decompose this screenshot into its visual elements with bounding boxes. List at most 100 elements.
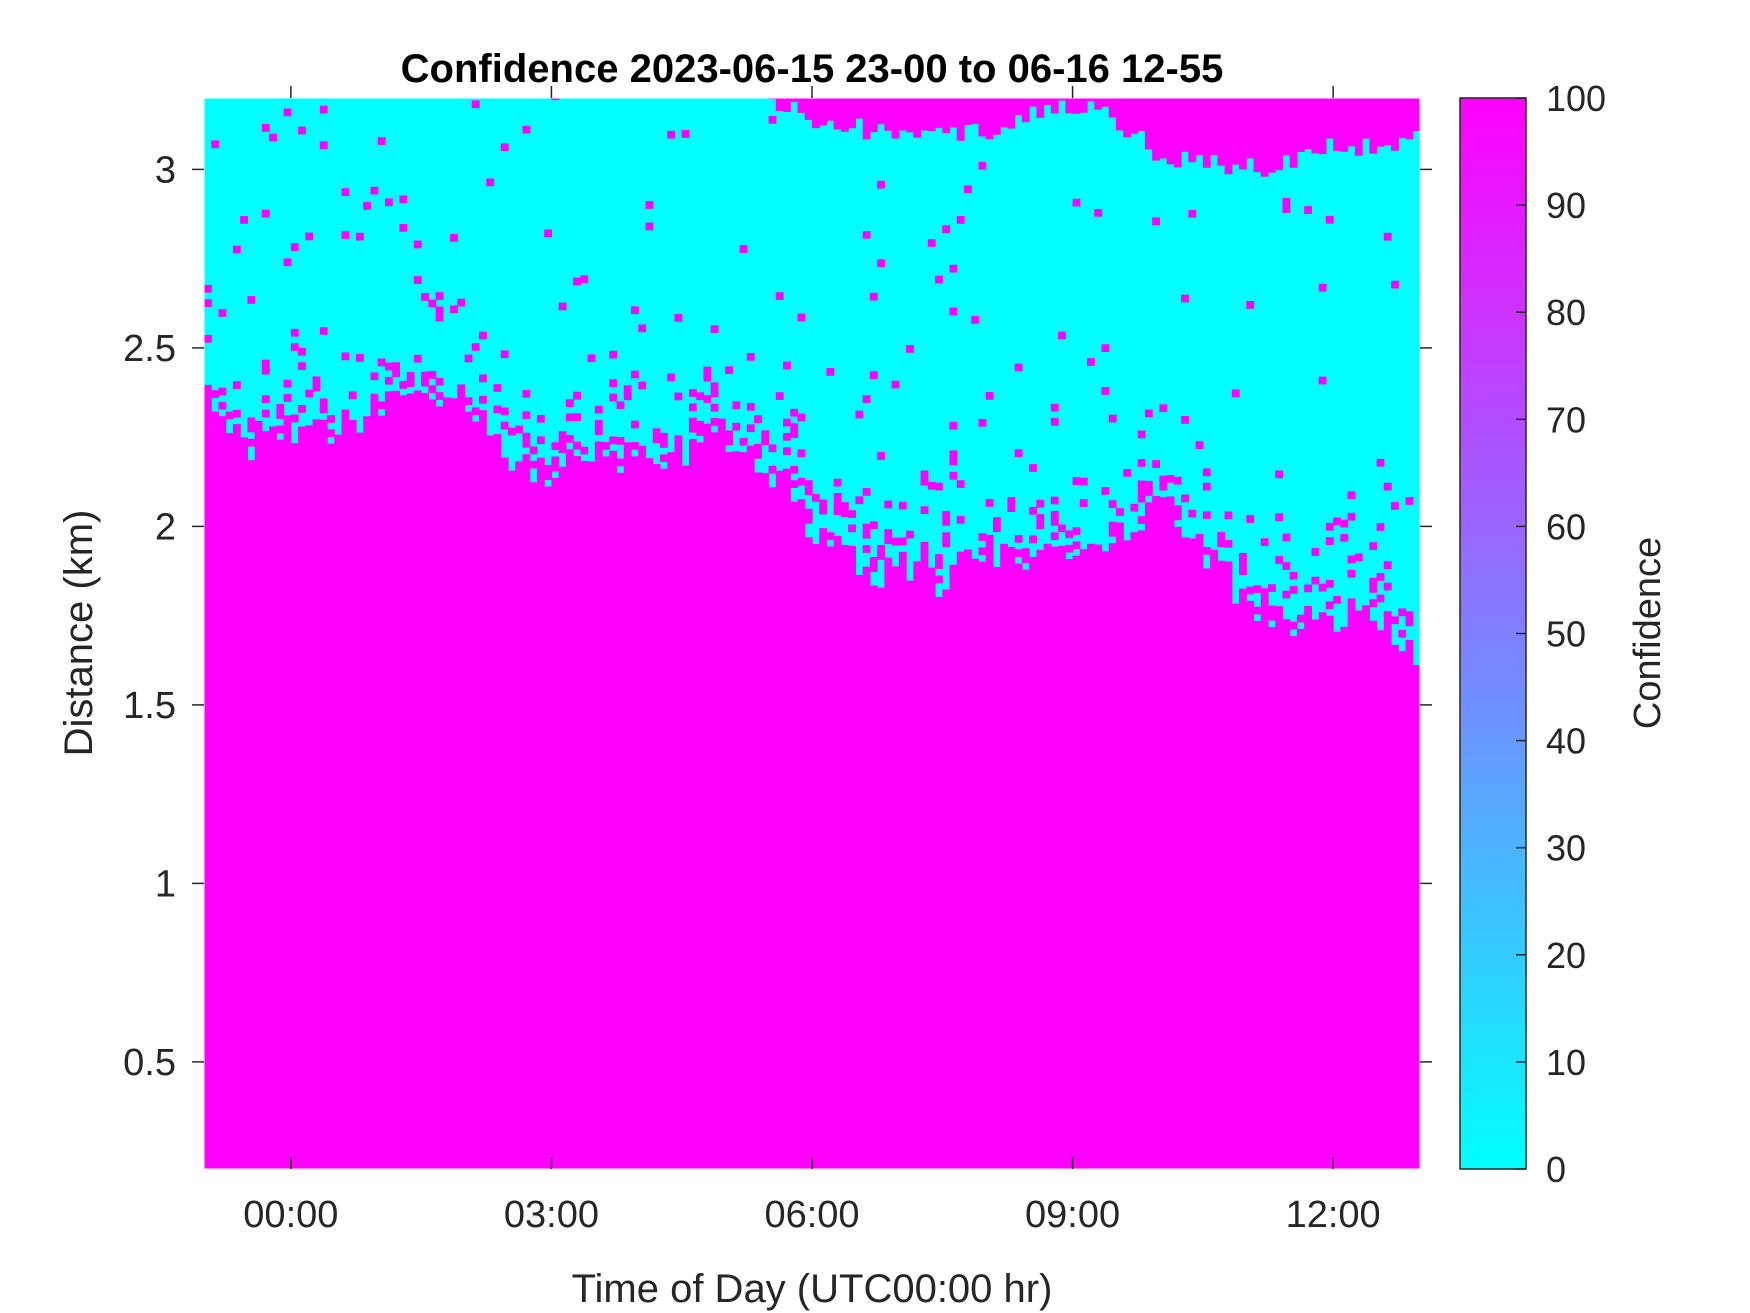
heatmap-column xyxy=(1210,549,1218,1169)
y-axis-label: Distance (km) xyxy=(57,510,101,757)
heatmap-column xyxy=(1268,627,1276,1169)
heatmap-cell xyxy=(631,442,639,450)
heatmap-cell xyxy=(833,500,842,508)
heatmap-cell xyxy=(522,432,531,441)
heatmap-column xyxy=(211,411,220,1169)
heatmap-column xyxy=(1029,564,1037,1169)
heatmap-cell xyxy=(1347,598,1356,607)
heatmap-cell xyxy=(413,354,422,363)
heatmap-cell xyxy=(1398,629,1407,638)
heatmap-cell xyxy=(240,437,249,446)
colorbar-tick-label: 10 xyxy=(1546,1042,1586,1083)
heatmap-column xyxy=(891,566,900,1169)
heatmap-cap xyxy=(978,98,987,137)
heatmap-cell xyxy=(920,556,929,565)
heatmap-cell xyxy=(428,299,437,308)
heatmap-cap xyxy=(927,98,936,132)
heatmap-cell xyxy=(573,277,581,286)
heatmap-cap xyxy=(1202,98,1211,168)
heatmap-column xyxy=(985,549,994,1169)
heatmap-cell xyxy=(471,343,480,351)
heatmap-cell xyxy=(204,384,212,393)
heatmap-cell xyxy=(674,314,683,322)
heatmap-cell xyxy=(428,385,437,394)
heatmap-cap xyxy=(833,98,842,128)
heatmap-cell xyxy=(225,411,234,420)
heatmap-cell xyxy=(964,549,972,558)
y-tick-label: 2.5 xyxy=(123,328,176,370)
heatmap-cell xyxy=(225,433,234,441)
heatmap-column xyxy=(421,392,429,1169)
colorbar-tick-label: 70 xyxy=(1546,399,1586,440)
heatmap-cell xyxy=(725,366,733,375)
heatmap-cell xyxy=(1304,584,1313,593)
heatmap-column xyxy=(754,479,762,1169)
heatmap-cell xyxy=(1268,584,1276,592)
heatmap-cell xyxy=(544,229,553,238)
heatmap-cell xyxy=(1289,571,1298,580)
heatmap-cell xyxy=(1144,409,1153,418)
heatmap-cell xyxy=(746,352,755,361)
y-tick-label: 0.5 xyxy=(123,1042,176,1084)
heatmap-column xyxy=(442,397,451,1169)
heatmap-cell xyxy=(450,305,458,314)
heatmap-cell xyxy=(935,561,943,569)
heatmap-cell xyxy=(377,358,386,367)
heatmap-cell xyxy=(660,454,668,463)
colorbar-tick-label: 60 xyxy=(1546,506,1586,547)
heatmap-cell xyxy=(855,410,864,419)
heatmap-cell xyxy=(862,545,871,553)
heatmap-column xyxy=(319,419,328,1169)
heatmap-cell xyxy=(1108,521,1117,530)
heatmap-cell xyxy=(783,432,791,441)
heatmap-column xyxy=(732,465,741,1169)
heatmap-column xyxy=(377,415,386,1169)
heatmap-cap xyxy=(1260,98,1269,177)
heatmap-column xyxy=(1405,639,1414,1169)
heatmap-cell xyxy=(298,405,306,413)
heatmap-cell xyxy=(392,362,401,370)
heatmap-cell xyxy=(1159,404,1168,413)
heatmap-cell xyxy=(486,178,495,187)
heatmap-column xyxy=(370,400,379,1169)
heatmap-cell xyxy=(768,465,777,474)
heatmap-cell xyxy=(580,468,589,476)
heatmap-cell xyxy=(1152,460,1161,468)
heatmap-column xyxy=(812,544,820,1169)
heatmap-cell xyxy=(1087,358,1095,366)
heatmap-column xyxy=(1108,543,1117,1169)
heatmap-cell xyxy=(840,502,849,510)
heatmap-cell xyxy=(211,390,220,399)
heatmap-cell xyxy=(1253,606,1262,615)
heatmap-cell xyxy=(688,389,697,397)
heatmap-cell xyxy=(602,456,610,465)
heatmap-cell xyxy=(283,415,292,424)
heatmap-cap xyxy=(812,98,820,129)
heatmap-cell xyxy=(1391,644,1399,653)
heatmap-column xyxy=(775,470,784,1169)
heatmap-cell xyxy=(949,450,958,459)
heatmap-cell xyxy=(1079,556,1088,565)
heatmap-cell xyxy=(327,429,335,438)
x-tick-label: 09:00 xyxy=(1025,1194,1120,1236)
heatmap-cell xyxy=(421,371,429,380)
heatmap-cell xyxy=(1275,470,1284,479)
heatmap-cap xyxy=(826,98,835,121)
heatmap-cell xyxy=(717,432,726,441)
heatmap-cell xyxy=(949,264,958,273)
heatmap-cell xyxy=(1036,549,1045,558)
heatmap-cell xyxy=(1137,459,1146,467)
heatmap-cell xyxy=(1036,556,1045,565)
heatmap-cell xyxy=(1246,600,1255,609)
heatmap-cell xyxy=(754,415,762,424)
heatmap-cell xyxy=(261,409,270,418)
heatmap-cell xyxy=(479,374,487,383)
heatmap-cell xyxy=(1159,475,1168,484)
heatmap-cell xyxy=(261,359,270,368)
heatmap-cell xyxy=(1376,523,1385,531)
heatmap-cap xyxy=(1094,98,1103,110)
heatmap-cell xyxy=(1050,496,1059,505)
heatmap-cell xyxy=(356,232,364,241)
heatmap-column xyxy=(616,472,625,1169)
heatmap-cell xyxy=(739,459,748,468)
